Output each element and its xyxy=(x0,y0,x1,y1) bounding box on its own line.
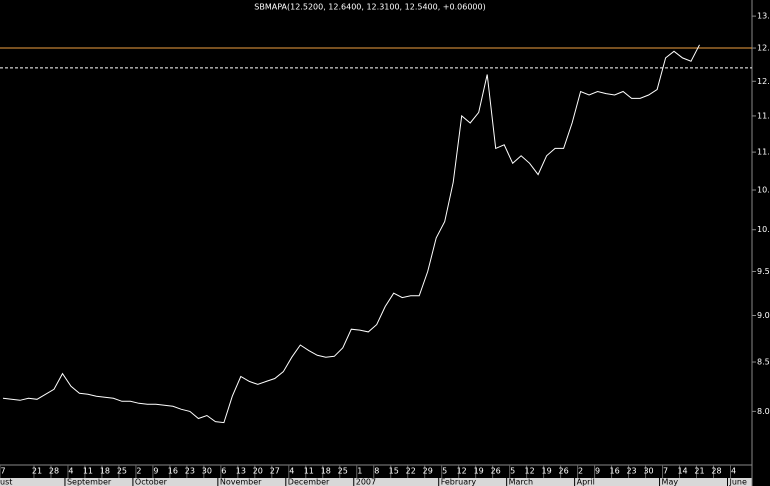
x-tick-label: 4 xyxy=(731,467,736,476)
y-tick-label: 8.0 xyxy=(757,407,770,416)
month-label: 2007 xyxy=(356,478,376,486)
x-tick-label: 20 xyxy=(253,467,263,476)
month-label: October xyxy=(135,478,168,486)
month-label: February xyxy=(441,478,477,486)
x-tick-label: 11 xyxy=(83,467,93,476)
x-tick-label: 7 xyxy=(0,467,5,476)
month-label: December xyxy=(288,478,330,486)
y-tick-label: 8.5 xyxy=(757,358,770,367)
x-tick-label: 2 xyxy=(136,467,141,476)
month-label: September xyxy=(67,478,112,486)
x-tick-label: 23 xyxy=(185,467,195,476)
x-tick-label: 5 xyxy=(442,467,447,476)
x-tick-label: 4 xyxy=(289,467,294,476)
x-tick-label: 16 xyxy=(168,467,178,476)
x-tick-label: 27 xyxy=(270,467,280,476)
y-tick-label: 12.5 xyxy=(757,44,770,53)
x-tick-label: 25 xyxy=(117,467,127,476)
month-strip xyxy=(0,478,752,486)
x-tick-label: 5 xyxy=(510,467,515,476)
y-tick-label: 12.0 xyxy=(757,77,770,86)
x-tick-label: 23 xyxy=(626,467,636,476)
y-tick-label: 11.0 xyxy=(757,148,770,157)
y-tick-label: 9.5 xyxy=(757,267,770,276)
x-tick-label: 14 xyxy=(677,467,687,476)
y-tick-label: 10.0 xyxy=(757,225,770,234)
x-tick-label: 12 xyxy=(457,467,467,476)
x-tick-label: 2 xyxy=(578,467,583,476)
x-tick-label: 19 xyxy=(542,467,552,476)
price-line xyxy=(2,44,700,424)
x-tick-label: 13 xyxy=(236,467,246,476)
x-tick-label: 16 xyxy=(609,467,619,476)
x-tick-label: 7 xyxy=(663,467,668,476)
month-label: November xyxy=(220,478,262,486)
x-tick-label: 15 xyxy=(389,467,399,476)
x-tick-label: 21 xyxy=(694,467,704,476)
x-tick-label: 30 xyxy=(643,467,653,476)
x-tick-label: 9 xyxy=(595,467,600,476)
x-tick-label: 22 xyxy=(406,467,416,476)
month-label: ust xyxy=(0,478,12,486)
x-tick-label: 19 xyxy=(474,467,484,476)
y-tick-label: 13.0 xyxy=(757,12,770,21)
x-tick-label: 25 xyxy=(338,467,348,476)
x-tick-label: 26 xyxy=(559,467,569,476)
month-label: April xyxy=(577,478,595,486)
x-tick-label: 4 xyxy=(68,467,73,476)
chart-title: SBMAPA(12.5200, 12.6400, 12.3100, 12.540… xyxy=(254,3,485,12)
month-label: May xyxy=(662,478,679,486)
x-tick-label: 11 xyxy=(304,467,314,476)
x-tick-label: 28 xyxy=(711,467,721,476)
month-label: June xyxy=(729,478,748,486)
y-tick-label: 10.5 xyxy=(757,185,770,194)
x-tick-label: 21 xyxy=(32,467,42,476)
y-tick-label: 9.0 xyxy=(757,311,770,320)
x-tick-label: 12 xyxy=(525,467,535,476)
x-tick-label: 29 xyxy=(423,467,433,476)
x-tick-label: 30 xyxy=(202,467,212,476)
x-tick-label: 26 xyxy=(491,467,501,476)
x-tick-label: 1 xyxy=(357,467,362,476)
x-tick-label: 8 xyxy=(374,467,379,476)
x-tick-label: 18 xyxy=(321,467,331,476)
x-tick-label: 6 xyxy=(221,467,226,476)
y-tick-label: 11.5 xyxy=(757,111,770,120)
x-tick-label: 9 xyxy=(153,467,158,476)
x-tick-label: 28 xyxy=(49,467,59,476)
month-label: March xyxy=(509,478,533,486)
x-tick-label: 18 xyxy=(100,467,110,476)
